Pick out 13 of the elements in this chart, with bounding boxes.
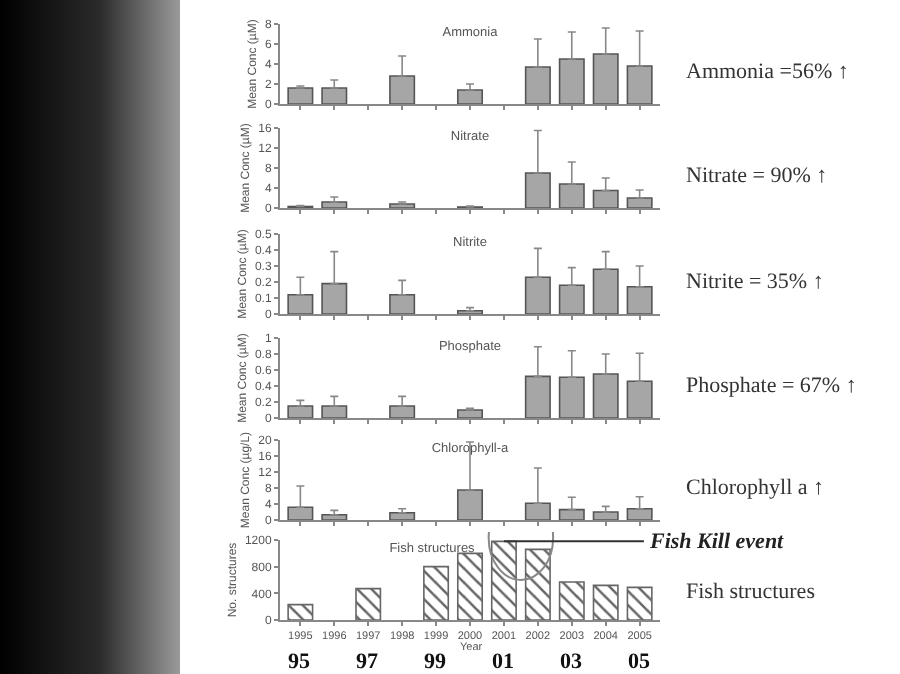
text: 03 — [560, 650, 583, 674]
annotation: Fish Kill event — [648, 530, 786, 554]
text: 97 — [356, 650, 379, 674]
text: 05 — [628, 650, 651, 674]
text: Nitrite = 35% ↑ — [686, 270, 824, 294]
text: Phosphate = 67% ↑ — [686, 374, 857, 398]
text: Ammonia =56% ↑ — [686, 60, 849, 84]
text: 01 — [492, 650, 514, 674]
text: Chlorophyll a ↑ — [686, 476, 825, 500]
text: Nitrate = 90% ↑ — [686, 164, 828, 188]
text: Fish structures — [686, 580, 815, 604]
text: 99 — [424, 650, 447, 674]
text: 95 — [288, 650, 311, 674]
